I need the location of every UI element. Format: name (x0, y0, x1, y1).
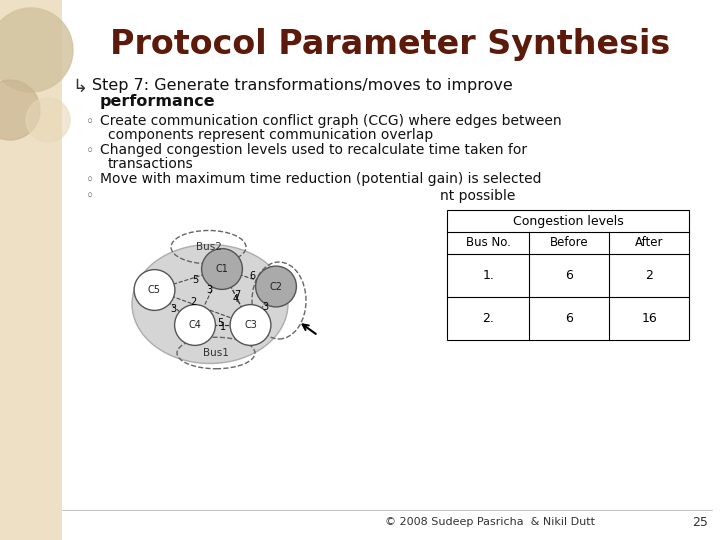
Text: 2: 2 (645, 269, 653, 282)
Text: Bus No.: Bus No. (466, 237, 510, 249)
Text: C3: C3 (244, 320, 257, 330)
Text: 3: 3 (262, 302, 268, 312)
Circle shape (0, 8, 73, 92)
Bar (0, 0, 62, 540)
Text: C2: C2 (269, 281, 282, 292)
Circle shape (174, 305, 215, 346)
Text: 1.: 1. (482, 269, 494, 282)
Text: 4: 4 (233, 294, 239, 303)
Text: C4: C4 (189, 320, 202, 330)
Text: Congestion levels: Congestion levels (513, 214, 624, 227)
Circle shape (230, 305, 271, 346)
Text: 2: 2 (191, 297, 197, 307)
Text: C5: C5 (148, 285, 161, 295)
Text: 6: 6 (565, 312, 573, 325)
Text: performance: performance (100, 94, 215, 109)
Text: ◦: ◦ (86, 115, 94, 129)
Text: 6: 6 (565, 269, 573, 282)
Text: transactions: transactions (108, 157, 194, 171)
Text: 7: 7 (234, 290, 240, 300)
Text: 6: 6 (250, 271, 256, 281)
Text: nt possible: nt possible (440, 189, 516, 203)
Text: 2.: 2. (482, 312, 494, 325)
Circle shape (0, 80, 40, 140)
Circle shape (202, 248, 243, 289)
Ellipse shape (132, 245, 288, 363)
Text: Before: Before (550, 237, 588, 249)
Text: 3: 3 (206, 286, 212, 295)
Text: Bus1: Bus1 (203, 348, 229, 358)
Text: After: After (635, 237, 663, 249)
Text: Protocol Parameter Synthesis: Protocol Parameter Synthesis (110, 28, 670, 61)
Text: 5: 5 (193, 275, 199, 285)
Text: Changed congestion levels used to recalculate time taken for: Changed congestion levels used to recalc… (100, 143, 527, 157)
Text: Move with maximum time reduction (potential gain) is selected: Move with maximum time reduction (potent… (100, 172, 541, 186)
Text: components represent communication overlap: components represent communication overl… (108, 128, 433, 142)
Text: 25: 25 (692, 516, 708, 529)
Text: 1: 1 (220, 322, 226, 332)
Text: 3: 3 (171, 304, 176, 314)
Text: 16: 16 (642, 312, 657, 325)
Text: © 2008 Sudeep Pasricha  & Nikil Dutt: © 2008 Sudeep Pasricha & Nikil Dutt (385, 517, 595, 527)
Circle shape (134, 269, 175, 310)
Text: ◦: ◦ (86, 144, 94, 158)
Text: 5: 5 (217, 318, 223, 328)
Bar (447, 210, 689, 340)
Text: Step 7: Generate transformations/moves to improve: Step 7: Generate transformations/moves t… (92, 78, 513, 93)
Text: C1: C1 (215, 264, 228, 274)
Text: Create communication conflict graph (CCG) where edges between: Create communication conflict graph (CCG… (100, 114, 562, 128)
Circle shape (26, 98, 70, 142)
Text: ◦: ◦ (86, 189, 94, 203)
Circle shape (256, 266, 297, 307)
Text: ↳: ↳ (72, 78, 87, 96)
Text: Bus2: Bus2 (196, 242, 222, 252)
Text: ◦: ◦ (86, 173, 94, 187)
